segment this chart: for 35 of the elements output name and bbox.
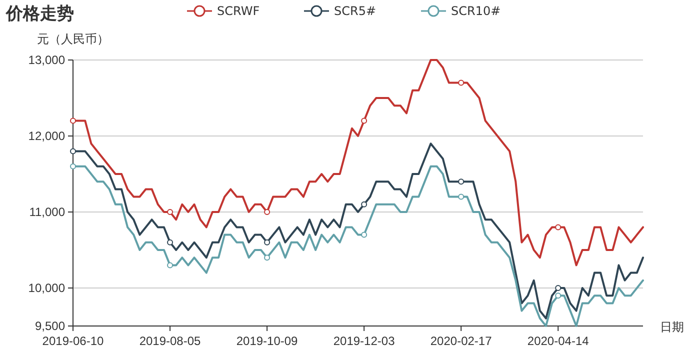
point: [70, 118, 76, 124]
y-axis-title: 元（人民币）: [37, 32, 109, 46]
point: [70, 163, 76, 170]
x-tick-label: 2020-04-14: [527, 334, 590, 348]
y-tick-label: 10,000: [28, 281, 66, 295]
point: [264, 254, 270, 261]
point: [167, 209, 174, 215]
point: [555, 285, 562, 291]
point: [264, 239, 270, 246]
x-tick-label: 2019-08-05: [139, 334, 202, 348]
x-axis-title: 日期: [660, 320, 684, 334]
y-tick-label: 11,000: [29, 205, 66, 219]
legend-label: SCRWF: [217, 4, 260, 18]
legend-label: SCR10#: [451, 4, 501, 18]
point: [458, 178, 464, 185]
point: [555, 224, 562, 230]
legend-label: SCR5#: [334, 4, 376, 18]
x-tick-label: 2019-10-09: [236, 334, 298, 348]
x-tick-label: 2019-12-03: [333, 334, 396, 348]
point: [361, 232, 368, 238]
point: [70, 148, 76, 154]
y-tick-label: 9,500: [34, 319, 66, 333]
point: [167, 239, 174, 246]
point: [458, 80, 464, 86]
point: [555, 292, 562, 299]
chart-title: 价格走势: [5, 4, 74, 23]
point: [361, 201, 368, 208]
point: [361, 118, 368, 124]
y-tick-label: 13,000: [28, 53, 66, 67]
point: [167, 262, 174, 268]
point: [264, 209, 270, 215]
y-tick-label: 12,000: [28, 129, 66, 143]
x-tick-label: 2019-06-10: [42, 334, 104, 348]
x-tick-label: 2020-02-17: [430, 334, 492, 348]
point: [458, 194, 464, 200]
